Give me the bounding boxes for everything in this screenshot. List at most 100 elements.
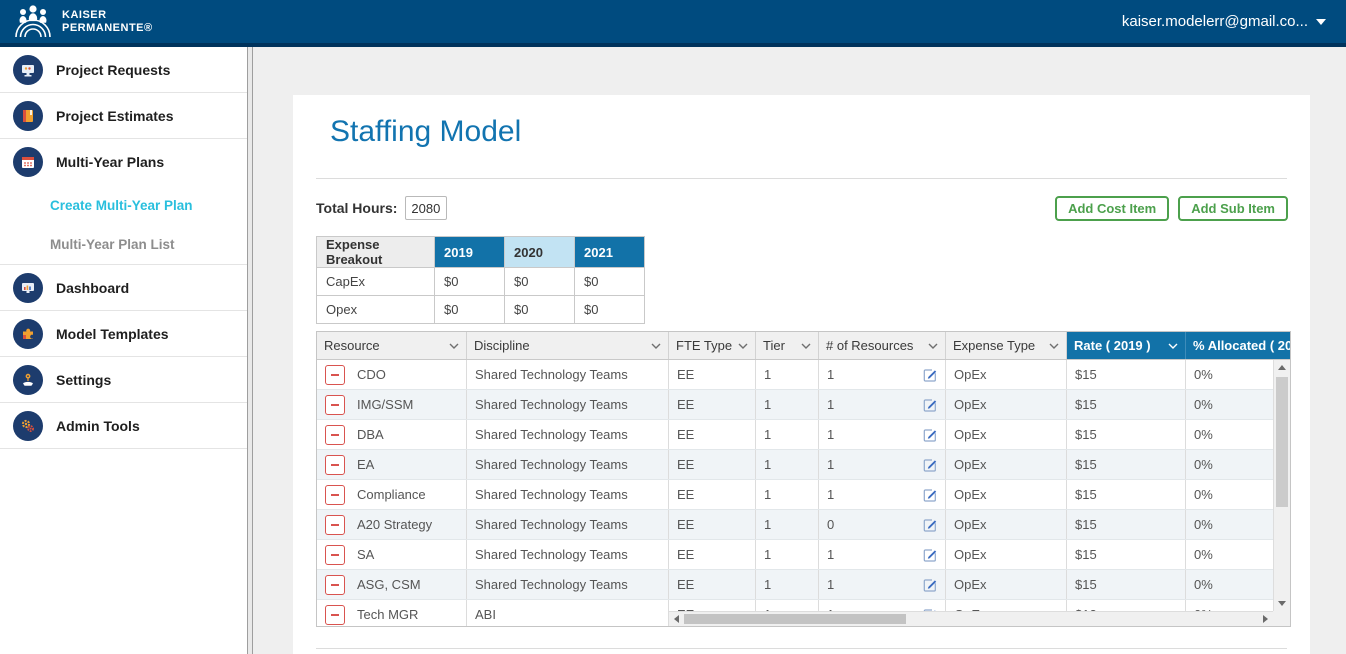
column-header-tier[interactable]: Tier <box>756 332 819 359</box>
remove-row-button[interactable] <box>325 454 345 475</box>
edit-icon[interactable] <box>923 398 937 412</box>
total-hours-input[interactable] <box>405 196 448 220</box>
capex-2019-value: $0 <box>434 267 505 296</box>
remove-row-button[interactable] <box>325 394 345 415</box>
year-header-2021: 2021 <box>574 236 645 268</box>
sidebar-item-admin-tools[interactable]: Admin Tools <box>0 403 247 449</box>
opex-2020-value: $0 <box>504 295 575 324</box>
allocated-value: 0% <box>1194 577 1213 592</box>
add-cost-item-button[interactable]: Add Cost Item <box>1055 195 1170 221</box>
column-header-discipline[interactable]: Discipline <box>467 332 669 359</box>
remove-row-button[interactable] <box>325 574 345 595</box>
tier-cell: 1 <box>756 480 819 509</box>
tier-value: 1 <box>764 367 772 382</box>
allocated-value: 0% <box>1194 457 1213 472</box>
sidebar-item-multi-year-plans[interactable]: Multi-Year Plans <box>0 139 247 185</box>
chevron-down-icon[interactable] <box>801 343 811 349</box>
rate-value: $15 <box>1075 367 1097 382</box>
opex-2019-value: $0 <box>434 295 505 324</box>
column-header-rate[interactable]: Rate ( 2019 ) <box>1067 332 1186 359</box>
chevron-down-icon[interactable] <box>1049 343 1059 349</box>
rate-value: $15 <box>1075 397 1097 412</box>
expense-type-value: OpEx <box>954 487 987 502</box>
opex-2021-value: $0 <box>574 295 645 324</box>
horizontal-scrollbar[interactable] <box>669 611 1273 626</box>
chevron-down-icon[interactable] <box>449 343 459 349</box>
account-menu[interactable]: kaiser.modelerr@gmail.co... <box>1122 13 1326 30</box>
column-header-num-resources[interactable]: # of Resources <box>819 332 946 359</box>
gears-icon <box>13 410 43 441</box>
resource-value: A20 Strategy <box>357 517 433 532</box>
allocated-cell: 0% <box>1186 390 1290 419</box>
remove-row-button[interactable] <box>325 364 345 385</box>
num-resources-cell: 1 <box>819 480 946 509</box>
fte-type-value: EE <box>677 517 695 532</box>
column-header-fte-type[interactable]: FTE Type <box>669 332 756 359</box>
column-header-allocated[interactable]: % Allocated ( 2019 ) <box>1186 332 1290 359</box>
sidebar-item-settings[interactable]: Settings <box>0 357 247 403</box>
sidebar-item-create-multi-year-plan[interactable]: Create Multi-Year Plan <box>0 185 247 225</box>
remove-row-button[interactable] <box>325 544 345 565</box>
edit-icon[interactable] <box>923 548 937 562</box>
chevron-down-icon[interactable] <box>1168 343 1178 349</box>
remove-row-button[interactable] <box>325 514 345 535</box>
expense-type-cell: OpEx <box>946 510 1067 539</box>
horizontal-scroll-thumb[interactable] <box>684 614 906 624</box>
allocated-value: 0% <box>1194 367 1213 382</box>
column-header-resource[interactable]: Resource <box>317 332 467 359</box>
sidebar-item-multi-year-plan-list[interactable]: Multi-Year Plan List <box>0 225 247 265</box>
fte-type-value: EE <box>677 487 695 502</box>
allocated-cell: 0% <box>1186 360 1290 389</box>
scroll-up-arrow-icon[interactable] <box>1274 360 1290 375</box>
expense-type-cell: OpEx <box>946 480 1067 509</box>
remove-row-button[interactable] <box>325 604 345 625</box>
puzzle-icon <box>13 318 43 349</box>
sidebar-item-project-requests[interactable]: Project Requests <box>0 47 247 93</box>
discipline-cell: Shared Technology Teams <box>467 480 669 509</box>
year-header-2019: 2019 <box>434 236 505 268</box>
fte-type-cell: EE <box>669 390 756 419</box>
column-header-expense-type[interactable]: Expense Type <box>946 332 1067 359</box>
fte-type-cell: EE <box>669 540 756 569</box>
chevron-down-icon[interactable] <box>738 343 748 349</box>
tier-cell: 1 <box>756 570 819 599</box>
table-row: Compliance Shared Technology Teams EE 1 1 OpE… <box>317 480 1290 510</box>
resource-cell: SA <box>317 540 467 569</box>
minus-icon <box>331 373 339 376</box>
resource-value: ASG, CSM <box>357 577 421 592</box>
resource-cell: ASG, CSM <box>317 570 467 599</box>
table-row: CDO Shared Technology Teams EE 1 1 OpEx $15 0% <box>317 360 1290 390</box>
brand-line-kaiser: KAISER <box>62 9 107 22</box>
edit-icon[interactable] <box>923 578 937 592</box>
sidebar-item-project-estimates[interactable]: Project Estimates <box>0 93 247 139</box>
fte-type-value: EE <box>677 577 695 592</box>
expense-type-cell: OpEx <box>946 360 1067 389</box>
edit-icon[interactable] <box>923 428 937 442</box>
monitor-icon <box>13 54 43 85</box>
tier-cell: 1 <box>756 420 819 449</box>
sidebar-item-model-templates[interactable]: Model Templates <box>0 311 247 357</box>
staffing-model-card: Staffing Model Total Hours: Add Cost Ite… <box>293 95 1310 654</box>
edit-icon[interactable] <box>923 368 937 382</box>
scroll-right-arrow-icon[interactable] <box>1258 612 1273 626</box>
edit-icon[interactable] <box>923 518 937 532</box>
column-header-label: Tier <box>763 338 785 353</box>
vertical-scrollbar[interactable] <box>1273 360 1290 611</box>
remove-row-button[interactable] <box>325 424 345 445</box>
expense-type-value: OpEx <box>954 547 987 562</box>
edit-icon[interactable] <box>923 458 937 472</box>
scroll-down-arrow-icon[interactable] <box>1274 596 1290 611</box>
sidebar: Project Requests Project Estimates Multi… <box>0 47 248 654</box>
chevron-down-icon[interactable] <box>651 343 661 349</box>
fte-type-cell: EE <box>669 480 756 509</box>
discipline-value: ABI <box>475 607 496 622</box>
add-sub-item-button[interactable]: Add Sub Item <box>1178 195 1288 221</box>
table-row: DBA Shared Technology Teams EE 1 1 OpEx $15 0% <box>317 420 1290 450</box>
edit-icon[interactable] <box>923 488 937 502</box>
chevron-down-icon[interactable] <box>928 343 938 349</box>
remove-row-button[interactable] <box>325 484 345 505</box>
vertical-scroll-thumb[interactable] <box>1276 377 1288 507</box>
scroll-left-arrow-icon[interactable] <box>669 612 684 626</box>
sidebar-item-dashboard[interactable]: Dashboard <box>0 265 247 311</box>
num-resources-value: 0 <box>827 517 835 532</box>
